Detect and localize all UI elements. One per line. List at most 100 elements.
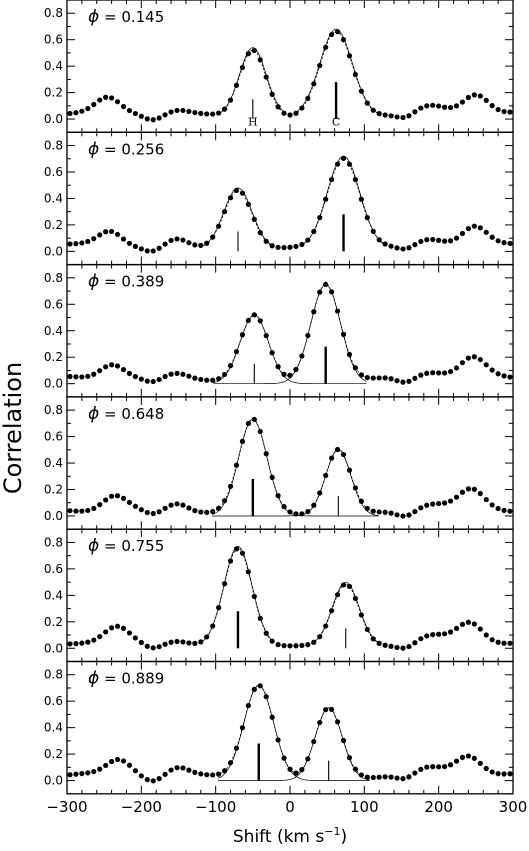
- data-point: [358, 196, 364, 202]
- data-point: [281, 244, 287, 251]
- data-point: [489, 367, 495, 373]
- data-point: [329, 706, 335, 713]
- data-point: [174, 370, 180, 376]
- data-point: [103, 364, 109, 370]
- data-point: [156, 776, 162, 782]
- data-point: [370, 774, 376, 781]
- data-point: [180, 765, 186, 771]
- data-point: [293, 511, 299, 517]
- data-point: [471, 755, 477, 761]
- data-point: [162, 771, 168, 777]
- data-point: [281, 504, 287, 510]
- data-point: [120, 103, 127, 110]
- data-point: [126, 370, 133, 377]
- data-point: [67, 241, 73, 247]
- data-point: [329, 176, 335, 183]
- data-point: [418, 766, 424, 772]
- data-point: [293, 770, 299, 776]
- data-point: [394, 378, 400, 384]
- data-point: [287, 244, 293, 250]
- data-point: [293, 243, 299, 250]
- data-point: [97, 633, 103, 640]
- data-point: [156, 509, 162, 515]
- data-point: [138, 246, 144, 252]
- data-point: [204, 377, 210, 383]
- data-point: [186, 108, 192, 115]
- data-point: [120, 495, 127, 501]
- data-point: [323, 196, 329, 202]
- data-point: [138, 113, 144, 119]
- phase-label: ϕ = 0.648: [88, 404, 164, 424]
- data-point: [192, 109, 198, 116]
- y-tick-label: 0.0: [44, 377, 63, 391]
- data-point: [79, 770, 85, 777]
- data-point: [245, 317, 251, 323]
- data-point: [174, 501, 180, 507]
- data-point: [442, 500, 448, 506]
- data-point: [156, 376, 162, 383]
- data-point: [358, 88, 364, 94]
- data-point: [97, 766, 103, 772]
- data-point: [281, 371, 287, 377]
- data-point: [138, 639, 144, 646]
- data-point: [340, 155, 347, 161]
- y-tick-label: 0.2: [44, 86, 63, 100]
- data-point: [251, 312, 257, 318]
- data-point: [388, 113, 394, 119]
- phase-value: = 0.755: [99, 537, 164, 555]
- data-point: [150, 778, 156, 784]
- data-point: [73, 110, 79, 116]
- y-tick-label: 0.8: [44, 139, 63, 153]
- phase-value: = 0.256: [99, 140, 164, 158]
- data-point: [495, 106, 501, 113]
- phase-label: ϕ = 0.145: [88, 7, 164, 27]
- phase-value: = 0.145: [99, 8, 164, 26]
- data-point: [501, 240, 507, 246]
- data-point: [406, 774, 412, 780]
- data-point: [447, 498, 454, 504]
- x-axis-label-exponent: −1: [324, 825, 340, 838]
- data-point: [239, 332, 246, 338]
- data-point: [91, 505, 97, 511]
- data-point: [459, 360, 466, 366]
- data-point: [192, 242, 198, 248]
- data-point: [85, 105, 91, 112]
- data-point: [227, 195, 234, 201]
- data-point: [334, 308, 341, 314]
- data-point: [400, 645, 406, 651]
- data-point: [67, 373, 73, 380]
- data-point: [346, 583, 353, 590]
- data-point: [334, 592, 341, 598]
- data-point: [311, 309, 317, 315]
- data-point: [317, 62, 323, 69]
- data-point: [144, 777, 150, 783]
- data-point: [430, 501, 436, 507]
- data-point: [329, 608, 335, 614]
- fit-curve-1: [217, 685, 370, 781]
- data-point: [489, 637, 495, 643]
- data-point: [430, 764, 436, 770]
- data-trace-1: [219, 684, 298, 774]
- data-point: [334, 719, 341, 725]
- data-point: [442, 631, 448, 637]
- data-point: [489, 502, 495, 508]
- data-point: [436, 631, 442, 637]
- data-point: [400, 379, 406, 385]
- data-point: [507, 508, 513, 514]
- x-tick-label: 0: [285, 798, 295, 816]
- data-point: [323, 707, 329, 713]
- phase-label: ϕ = 0.389: [88, 272, 164, 292]
- data-point: [501, 640, 507, 646]
- data-point: [495, 505, 501, 512]
- data-point: [162, 641, 168, 647]
- data-point: [447, 629, 454, 635]
- data-point: [85, 238, 91, 245]
- data-point: [120, 366, 127, 373]
- data-point: [459, 489, 466, 495]
- data-point: [227, 363, 234, 369]
- data-point: [221, 498, 228, 504]
- data-point: [216, 110, 222, 116]
- data-point: [210, 772, 216, 778]
- data-point: [376, 237, 382, 243]
- y-tick-label: 0.6: [44, 694, 63, 708]
